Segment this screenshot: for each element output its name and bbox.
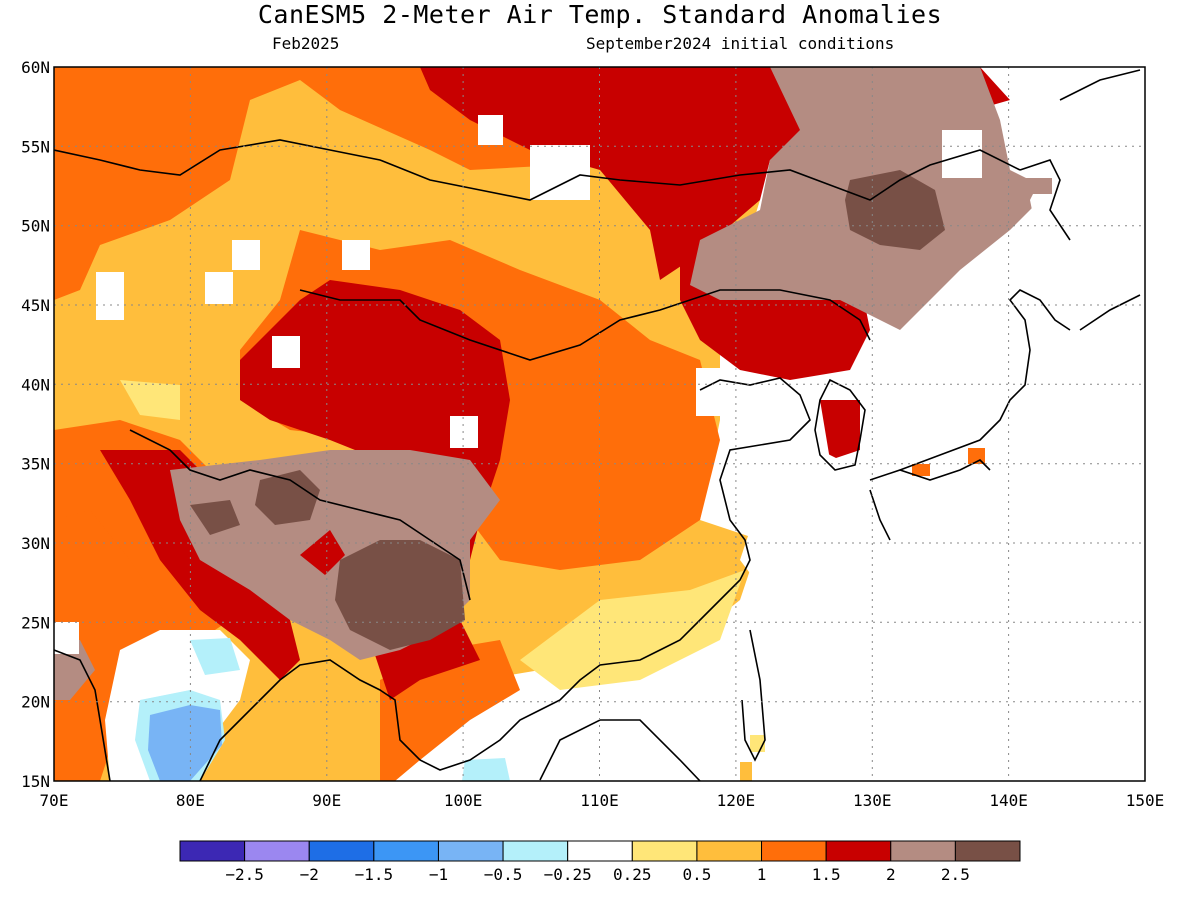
colorbar-label: −1 — [429, 865, 448, 884]
colorbar-label: 0.5 — [682, 865, 711, 884]
lat-tick-label: 25N — [21, 613, 50, 632]
colorbar: −2.5 −2 −1.5 −1 −0.5 −0.25 0.25 0.5 1 1.5 2 2.5 — [179, 840, 1021, 884]
anomaly-field — [54, 67, 1145, 781]
coastlines — [54, 69, 1141, 781]
colorbar-swatch — [954, 840, 1021, 862]
lon-tick-label: 80E — [176, 791, 205, 810]
lon-tick-label: 120E — [717, 791, 756, 810]
anomaly-region-1.5 — [300, 530, 345, 575]
anomaly-region-2.5 — [845, 170, 945, 250]
anomaly-region-1.5 — [820, 400, 860, 460]
lat-tick-label: 30N — [21, 534, 50, 553]
colorbar-label: 1 — [757, 865, 767, 884]
colorbar-swatch — [696, 840, 763, 862]
anomaly-region-0.25 — [120, 380, 180, 420]
colorbar-label: 1.5 — [812, 865, 841, 884]
lon-tick-label: 140E — [989, 791, 1028, 810]
colorbar-label: 2 — [886, 865, 896, 884]
colorbar-label: −2 — [300, 865, 319, 884]
colorbar-label: −0.5 — [484, 865, 523, 884]
anomaly-region-1 — [54, 510, 170, 781]
lat-tick-label: 60N — [21, 58, 50, 77]
anomaly-region-0.25 — [520, 570, 745, 690]
initial-conditions-label: September2024 initial conditions — [586, 34, 895, 53]
anomaly-region-neg-1 — [148, 705, 222, 781]
chart-title: CanESM5 2-Meter Air Temp. Standard Anoma… — [257, 0, 943, 29]
lat-lon-grid — [54, 67, 1145, 781]
anomaly-region-neg-0.5 — [462, 758, 510, 781]
colorbar-label: −1.5 — [355, 865, 394, 884]
lat-tick-label: 40N — [21, 375, 50, 394]
colorbar-label: 2.5 — [941, 865, 970, 884]
map-frame — [53, 66, 1146, 782]
lat-tick-label: 20N — [21, 693, 50, 712]
axis-labels: 70E 80E 90E 100E 110E 120E 130E 140E 150E 15N 20N 2… — [21, 58, 1164, 810]
colorbar-swatch — [825, 840, 892, 862]
colorbar-swatch — [179, 840, 246, 862]
lon-tick-label: 90E — [312, 791, 341, 810]
anomaly-region-2.5 — [190, 500, 240, 535]
colorbar-swatch — [437, 840, 504, 862]
colorbar-swatch — [373, 840, 439, 862]
anomaly-region-2 — [54, 640, 95, 700]
colorbar-label: −2.5 — [225, 865, 264, 884]
forecast-month-label: Feb2025 — [272, 34, 340, 53]
colorbar-swatch — [631, 840, 698, 862]
colorbar-swatch — [244, 840, 310, 862]
colorbar-swatch — [567, 840, 633, 862]
lon-tick-label: 110E — [580, 791, 619, 810]
lat-tick-label: 45N — [21, 296, 50, 315]
colorbar-label: −0.25 — [544, 865, 592, 884]
colorbar-swatch — [502, 840, 569, 862]
lat-tick-label: 15N — [21, 772, 50, 791]
colorbar-swatch — [890, 840, 956, 862]
lon-tick-label: 150E — [1126, 791, 1165, 810]
anomaly-region-neg-0.5 — [190, 638, 240, 675]
lon-tick-label: 70E — [40, 791, 69, 810]
colorbar-swatch — [308, 840, 375, 862]
lat-tick-label: 55N — [21, 137, 50, 156]
lon-tick-label: 100E — [444, 791, 483, 810]
lon-tick-label: 130E — [853, 791, 892, 810]
colorbar-label: 0.25 — [613, 865, 652, 884]
colorbar-swatch — [761, 840, 827, 862]
lat-tick-label: 35N — [21, 455, 50, 474]
lat-tick-label: 50N — [21, 217, 50, 236]
anomaly-region-2.5 — [255, 470, 320, 525]
